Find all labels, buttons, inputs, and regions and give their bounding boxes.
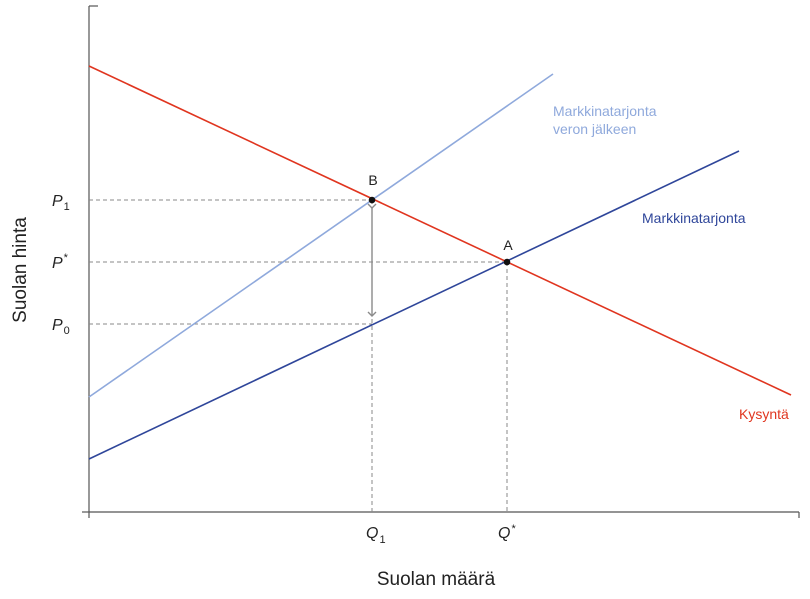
y-tick-pstar-main: P [52, 255, 63, 272]
y-tick-p1-main: P [52, 193, 63, 210]
y-tick-pstar-sup: * [64, 252, 69, 264]
point-a-marker [503, 258, 511, 266]
y-tick-p0-sub: 0 [64, 325, 70, 337]
demand-curve [88, 65, 792, 396]
supply-after-tax-label: Markkinatarjonta veron jälkeen [553, 103, 660, 137]
supply-after-tax-label-line1: Markkinatarjonta [553, 103, 657, 119]
demand-label: Kysyntä [739, 406, 789, 422]
x-tick-q1: Q1 [366, 525, 386, 546]
y-tick-pstar: P* [52, 252, 69, 272]
x-axis-title: Suolan määrä [377, 569, 496, 590]
point-b-marker [368, 196, 376, 204]
y-tick-p0: P0 [52, 317, 70, 337]
supply-after-tax-label-line2: veron jälkeen [553, 121, 636, 137]
y-tick-p1-sub: 1 [64, 201, 70, 213]
supply-label: Markkinatarjonta [642, 210, 746, 226]
x-tick-qstar-sup: * [511, 523, 516, 535]
x-tick-q1-sub: 1 [379, 534, 385, 546]
supply-after-tax-curve [88, 73, 554, 398]
y-tick-p0-main: P [52, 317, 63, 334]
point-b-label: B [368, 172, 377, 188]
x-tick-qstar: Q* [498, 523, 516, 542]
y-tick-p1: P1 [52, 193, 70, 213]
x-tick-qstar-main: Q [498, 525, 510, 542]
supply-curve [88, 150, 740, 460]
x-tick-q1-main: Q [366, 525, 378, 542]
point-a-label: A [503, 237, 513, 253]
y-axis-title: Suolan hinta [10, 217, 31, 323]
